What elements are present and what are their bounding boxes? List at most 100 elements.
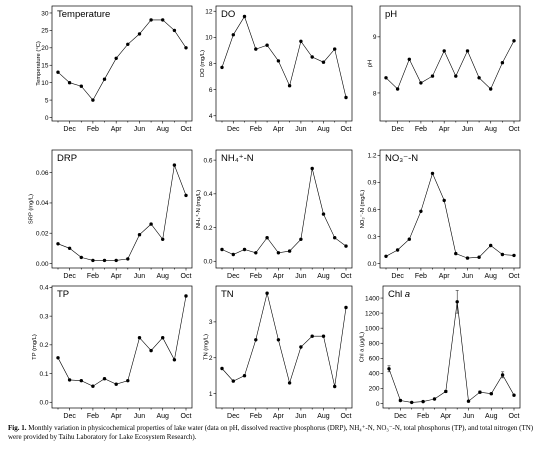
y-axis-label: DO (mg/L) — [200, 50, 206, 77]
data-point — [489, 243, 493, 248]
x-tick-label: Jun — [134, 413, 145, 420]
data-point — [149, 18, 153, 22]
x-tick-label: Apr — [111, 126, 123, 133]
panel-title: DRP — [57, 153, 77, 164]
y-tick-label: 0.2 — [203, 225, 212, 232]
data-point — [421, 399, 425, 404]
panel-title-text: pH — [385, 9, 397, 20]
x-tick-label: Jun — [134, 273, 145, 280]
y-tick-label: 6 — [209, 87, 213, 94]
data-point — [321, 334, 326, 338]
x-tick-label: Jun — [295, 126, 306, 133]
data-point — [465, 256, 470, 260]
data-point — [299, 237, 303, 241]
y-tick-label: 0.02 — [36, 231, 49, 238]
y-tick-label: 0.1 — [39, 371, 48, 378]
panel-title-text: Temperature — [57, 9, 110, 20]
chart-ph: 8 9 Dec Feb Apr Jun Aug Oct pH pH — [367, 5, 521, 133]
x-tick-label: Oct — [181, 126, 192, 133]
plot-frame — [379, 149, 521, 269]
y-tick-label: 4 — [209, 113, 213, 120]
data-point — [384, 76, 388, 80]
y-axis-label: TP (mg/L) — [32, 334, 38, 360]
plot-frame — [51, 5, 193, 122]
y-tick-label: 12 — [205, 9, 213, 16]
data-point — [220, 65, 224, 70]
plot-frame — [51, 285, 193, 409]
x-tick-label: Aug — [156, 273, 169, 280]
y-axis-label: Chl a (μg/L) — [360, 332, 366, 362]
series-line — [221, 15, 347, 98]
data-point — [344, 95, 348, 100]
data-point — [231, 252, 235, 257]
chart-do: 4 6 8 10 12 Dec Feb Apr Jun Aug Oct DO DO (mg/L) — [200, 5, 353, 133]
y-tick-label: 8 — [209, 61, 213, 68]
data-point — [444, 389, 448, 394]
x-tick-label: Dec — [391, 126, 404, 133]
x-tick-label: Dec — [394, 413, 407, 420]
x-tick-label: Apr — [273, 126, 285, 133]
x-tick-label: Oct — [509, 273, 520, 280]
data-point — [114, 382, 118, 386]
data-point — [56, 356, 60, 360]
x-tick-label: Feb — [87, 126, 99, 133]
data-point — [430, 74, 435, 78]
data-point — [265, 236, 269, 240]
y-tick-label: 20 — [41, 45, 49, 52]
y-tick-label: 0.0 — [367, 261, 376, 268]
series-line — [388, 301, 515, 403]
data-point — [419, 209, 423, 213]
data-point — [410, 400, 414, 405]
series-line — [57, 19, 187, 101]
data-point — [172, 358, 177, 362]
x-tick-label: Jun — [295, 413, 306, 420]
data-point — [407, 237, 411, 241]
chart-nh4-n: 0.0 0.2 0.4 0.6 Dec Feb Apr Jun Aug Oct NH₄⁺-N NH₄⁺… — [195, 149, 353, 280]
data-point — [137, 233, 142, 237]
figure-caption: Fig. 1. Monthly variation in physicochem… — [8, 424, 548, 442]
x-tick-label: Aug — [156, 126, 169, 133]
x-tick-label: Feb — [417, 413, 429, 420]
panel-title: Temperature — [57, 9, 110, 20]
y-tick-label: 15 — [41, 63, 49, 70]
x-tick-label: Oct — [181, 413, 192, 420]
y-tick-label: 30 — [41, 10, 49, 17]
series-line — [57, 295, 187, 387]
x-tick-label: Apr — [111, 273, 123, 280]
data-point — [231, 379, 235, 383]
y-tick-label: 0.04 — [36, 200, 49, 207]
caption-text: Monthly variation in physicochemical pro… — [8, 424, 534, 441]
data-point — [500, 61, 505, 65]
data-point — [91, 258, 95, 263]
data-point — [512, 393, 516, 397]
x-tick-label: Apr — [111, 413, 123, 420]
x-tick-label: Oct — [509, 126, 520, 133]
data-point — [91, 384, 95, 388]
data-point — [126, 42, 130, 46]
y-tick-label: 1 — [209, 391, 213, 398]
x-tick-label: Dec — [227, 126, 240, 133]
x-tick-label: Jun — [295, 273, 306, 280]
data-point — [432, 397, 437, 401]
x-tick-label: Apr — [273, 413, 285, 420]
data-point — [321, 60, 326, 64]
data-point — [276, 59, 281, 63]
x-tick-label: Feb — [250, 126, 262, 133]
y-tick-label: 0.4 — [39, 285, 48, 292]
panel-title-italic: a — [405, 289, 410, 300]
x-tick-label: Feb — [250, 273, 262, 280]
data-point — [276, 251, 281, 255]
data-point — [220, 366, 224, 371]
data-point — [287, 84, 292, 88]
data-point — [466, 399, 471, 403]
y-tick-label: 0.6 — [203, 157, 212, 164]
x-tick-label: Dec — [63, 126, 76, 133]
data-point — [137, 32, 142, 36]
data-point — [500, 252, 505, 257]
data-point — [242, 374, 247, 378]
x-tick-label: Aug — [485, 413, 498, 420]
data-point — [102, 77, 107, 81]
panel-title-text: TP — [57, 289, 69, 300]
y-tick-label: 0 — [376, 401, 380, 408]
x-tick-label: Dec — [63, 273, 76, 280]
